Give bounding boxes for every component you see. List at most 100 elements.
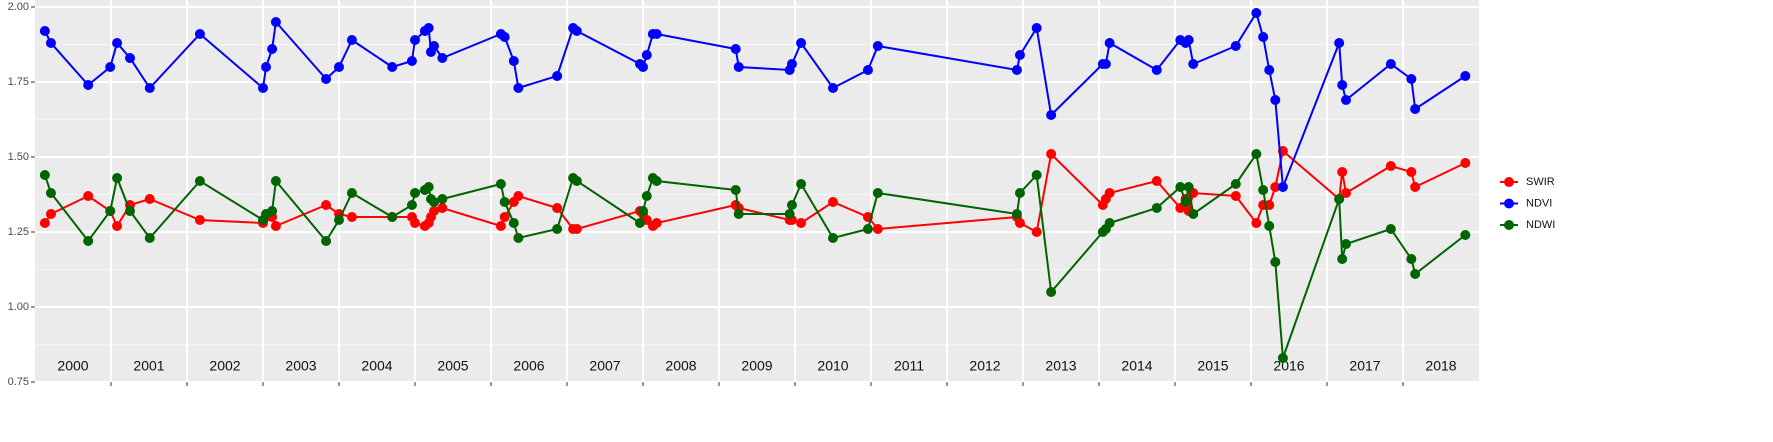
data-point — [1410, 269, 1421, 279]
data-point — [321, 200, 332, 210]
year-label: 2010 — [817, 358, 848, 374]
data-point — [1337, 167, 1348, 177]
legend-label: NDWI — [1526, 219, 1555, 231]
data-point — [1341, 239, 1351, 249]
data-point — [346, 212, 357, 222]
data-point — [571, 26, 582, 36]
y-tick-label: 1.50 — [8, 151, 29, 163]
data-point — [513, 83, 524, 93]
data-point — [552, 203, 563, 213]
data-point — [1175, 182, 1186, 192]
data-point — [406, 56, 417, 66]
data-point — [105, 206, 116, 216]
data-point — [1277, 353, 1288, 363]
data-point — [1230, 41, 1241, 51]
legend-label: NDVI — [1526, 197, 1552, 209]
data-point — [828, 197, 838, 207]
data-point — [1460, 158, 1471, 168]
data-point — [1334, 38, 1345, 48]
year-label: 2001 — [133, 358, 164, 374]
data-point — [334, 215, 344, 225]
data-point — [321, 74, 332, 84]
data-point — [112, 173, 123, 183]
year-label: 2012 — [969, 358, 1000, 374]
data-point — [125, 206, 135, 216]
data-point — [651, 176, 662, 186]
data-point — [1406, 74, 1417, 84]
data-point — [1230, 191, 1241, 201]
year-label: 2015 — [1197, 358, 1228, 374]
data-point — [261, 62, 272, 72]
data-point — [786, 59, 797, 69]
year-label: 2003 — [285, 358, 316, 374]
data-point — [423, 23, 434, 33]
data-point — [499, 197, 510, 207]
data-point — [346, 35, 357, 45]
data-point — [1334, 194, 1345, 204]
data-point — [1104, 218, 1115, 228]
data-point — [1046, 287, 1057, 297]
legend-label: SWIR — [1526, 176, 1555, 188]
data-point — [1014, 50, 1025, 60]
data-point — [1014, 188, 1025, 198]
data-point — [1406, 254, 1417, 264]
year-label: 2004 — [361, 358, 392, 374]
data-point — [499, 32, 510, 42]
data-point — [872, 224, 883, 234]
data-point — [267, 206, 278, 216]
year-label: 2011 — [894, 358, 924, 374]
year-label: 2016 — [1273, 358, 1304, 374]
year-label: 2014 — [1121, 358, 1152, 374]
data-point — [334, 62, 344, 72]
data-point — [499, 212, 510, 222]
data-point — [1183, 182, 1194, 192]
data-point — [83, 236, 94, 246]
data-point — [1188, 59, 1199, 69]
data-point — [429, 206, 439, 216]
data-point — [1258, 185, 1269, 195]
data-point — [1264, 65, 1275, 75]
data-point — [495, 221, 506, 231]
data-point — [733, 62, 744, 72]
data-point — [1100, 59, 1111, 69]
year-label: 2008 — [665, 358, 696, 374]
data-point — [784, 209, 795, 219]
data-point — [144, 83, 155, 93]
data-point — [730, 44, 741, 54]
data-point — [1337, 80, 1348, 90]
data-point — [194, 176, 205, 186]
data-point — [1385, 161, 1396, 171]
data-point — [45, 188, 56, 198]
data-point — [112, 38, 123, 48]
data-point — [1104, 38, 1115, 48]
data-point — [1230, 179, 1241, 189]
year-label: 2002 — [209, 358, 240, 374]
data-point — [83, 191, 94, 201]
data-point — [796, 218, 807, 228]
data-point — [1251, 8, 1262, 18]
data-point — [513, 191, 524, 201]
data-point — [1188, 209, 1199, 219]
data-point — [634, 218, 645, 228]
data-point — [651, 29, 662, 39]
year-label: 2009 — [741, 358, 772, 374]
data-point — [346, 188, 357, 198]
data-point — [1031, 227, 1042, 237]
data-point — [410, 188, 420, 198]
data-point — [1341, 95, 1351, 105]
y-tick-label: 1.75 — [8, 76, 29, 88]
data-point — [1104, 188, 1115, 198]
data-point — [270, 221, 281, 231]
data-point — [144, 233, 155, 243]
data-point — [144, 194, 155, 204]
data-point — [194, 215, 205, 225]
data-point — [796, 179, 807, 189]
data-point — [1410, 182, 1421, 192]
data-point — [1151, 203, 1162, 213]
data-point — [270, 176, 281, 186]
data-point — [730, 185, 741, 195]
data-point — [552, 71, 563, 81]
data-point — [39, 26, 50, 36]
data-point — [83, 80, 94, 90]
